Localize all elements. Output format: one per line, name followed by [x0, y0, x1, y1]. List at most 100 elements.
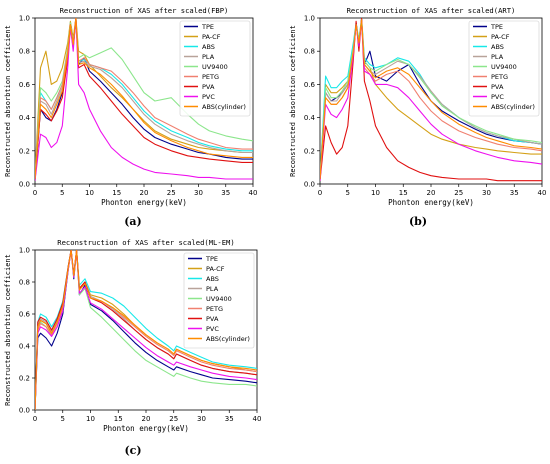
chart-panel-3: Reconstruction of XAS after scaled(ML-EM… — [4, 238, 261, 457]
x-tick-label: 35 — [510, 189, 519, 197]
y-axis-label: Reconstructed absorbtion coefficient — [289, 25, 297, 177]
y-tick-label: 0.6 — [19, 311, 31, 319]
legend-entry: ABS — [206, 275, 219, 283]
x-tick-label: 40 — [253, 415, 262, 423]
x-tick-label: 25 — [454, 189, 463, 197]
series-line-pvc — [35, 250, 257, 410]
y-tick-label: 0.4 — [19, 114, 31, 122]
legend-entry: ABS(cylinder) — [491, 103, 535, 111]
series-line-pla — [320, 19, 542, 180]
x-tick-label: 30 — [197, 415, 206, 423]
y-tick-label: 0.8 — [19, 48, 30, 56]
x-tick-label: 30 — [194, 189, 203, 197]
y-tick-label: 0.8 — [19, 279, 30, 287]
legend-entry: TPE — [490, 23, 503, 31]
x-tick-label: 15 — [114, 415, 123, 423]
legend-entry: ABS(cylinder) — [206, 335, 250, 343]
legend-entry: PVA — [206, 315, 219, 323]
legend-entry: ABS(cylinder) — [202, 103, 246, 111]
legend-entry: PVC — [206, 325, 219, 333]
chart-title: Reconstruction of XAS after scaled(ML-EM… — [57, 238, 234, 247]
series-line-petg — [35, 18, 253, 180]
legend-entry: ABS — [491, 43, 504, 51]
panel-caption: (c) — [124, 444, 141, 457]
legend-entry: PETG — [206, 305, 223, 313]
y-tick-label: 1.0 — [19, 15, 30, 23]
x-tick-label: 40 — [249, 189, 258, 197]
legend-entry: PLA — [491, 53, 504, 61]
x-axis-label: Phonton energy(keV) — [101, 198, 187, 207]
x-tick-label: 25 — [167, 189, 176, 197]
y-tick-label: 0.6 — [304, 81, 316, 89]
chart-panel-1: Reconstruction of XAS after scaled(FBP) 0… — [4, 6, 257, 228]
x-tick-label: 5 — [61, 415, 65, 423]
y-axis-label: Reconstructed absorbtion coefficient — [4, 254, 12, 406]
legend-entry: PVA — [202, 83, 215, 91]
series-line-uv9400 — [320, 18, 542, 178]
x-tick-label: 10 — [86, 415, 95, 423]
chart-title: Reconstruction of XAS after scaled(ART) — [347, 6, 516, 15]
series-line-pa-cf — [320, 19, 542, 178]
series-line-abs-cylinder- — [320, 19, 542, 180]
series-group — [320, 18, 542, 182]
chart-panel-2: Reconstruction of XAS after scaled(ART) 0… — [289, 6, 546, 228]
x-tick-label: 20 — [142, 415, 151, 423]
y-tick-label: 0.2 — [19, 375, 30, 383]
y-tick-label: 0.2 — [19, 147, 30, 155]
x-tick-label: 20 — [140, 189, 149, 197]
series-line-pva — [320, 18, 542, 182]
panel-caption: (b) — [409, 215, 427, 228]
legend-entry: ABS — [202, 43, 215, 51]
x-tick-label: 0 — [33, 189, 37, 197]
y-tick-label: 0.4 — [304, 114, 316, 122]
legend-entry: PA-CF — [202, 33, 221, 41]
series-line-tpe — [35, 250, 257, 410]
x-tick-label: 40 — [538, 189, 547, 197]
y-tick-label: 0.8 — [304, 48, 315, 56]
y-tick-label: 0.0 — [19, 181, 30, 189]
legend-entry: PVC — [491, 93, 504, 101]
series-line-pva — [35, 250, 257, 410]
y-tick-label: 0.2 — [304, 147, 315, 155]
series-line-pvc — [320, 19, 542, 181]
x-axis-label: Phonton energy(keV) — [388, 198, 474, 207]
y-tick-label: 0.4 — [19, 343, 31, 351]
series-line-pvc — [35, 18, 253, 181]
series-group — [35, 18, 253, 181]
legend-entry: PLA — [202, 53, 215, 61]
x-tick-label: 0 — [33, 415, 37, 423]
x-tick-label: 5 — [60, 189, 64, 197]
x-tick-label: 20 — [427, 189, 436, 197]
x-tick-label: 35 — [221, 189, 230, 197]
legend-entry: TPE — [205, 255, 218, 263]
x-tick-label: 10 — [85, 189, 94, 197]
x-tick-label: 15 — [399, 189, 408, 197]
legend-entry: PA-CF — [206, 265, 225, 273]
x-tick-label: 10 — [371, 189, 380, 197]
x-tick-label: 15 — [112, 189, 121, 197]
y-tick-label: 0.0 — [304, 181, 315, 189]
legend-box — [179, 20, 251, 117]
chart-title: Reconstruction of XAS after scaled(FBP) — [60, 6, 229, 15]
legend-box — [468, 20, 540, 117]
x-tick-label: 35 — [225, 415, 234, 423]
y-axis-label: Reconstructed absorbtion coefficient — [4, 25, 12, 177]
y-tick-label: 1.0 — [19, 247, 30, 255]
y-tick-label: 0.0 — [19, 407, 30, 415]
series-line-abs-cylinder- — [35, 250, 257, 410]
x-tick-label: 0 — [318, 189, 322, 197]
x-axis-label: Phonton energy(keV) — [103, 424, 189, 433]
series-line-abs — [35, 250, 257, 410]
y-tick-label: 0.6 — [19, 81, 31, 89]
legend-entry: PA-CF — [491, 33, 510, 41]
x-tick-label: 5 — [346, 189, 350, 197]
legend-box — [183, 252, 255, 349]
legend-entry: PETG — [491, 73, 508, 81]
legend-entry: PVA — [491, 83, 504, 91]
series-group — [35, 250, 257, 410]
legend-entry: TPE — [201, 23, 214, 31]
series-line-pla — [35, 18, 253, 180]
series-line-pva — [35, 18, 253, 181]
series-line-pa-cf — [35, 18, 253, 176]
legend-entry: PVC — [202, 93, 215, 101]
